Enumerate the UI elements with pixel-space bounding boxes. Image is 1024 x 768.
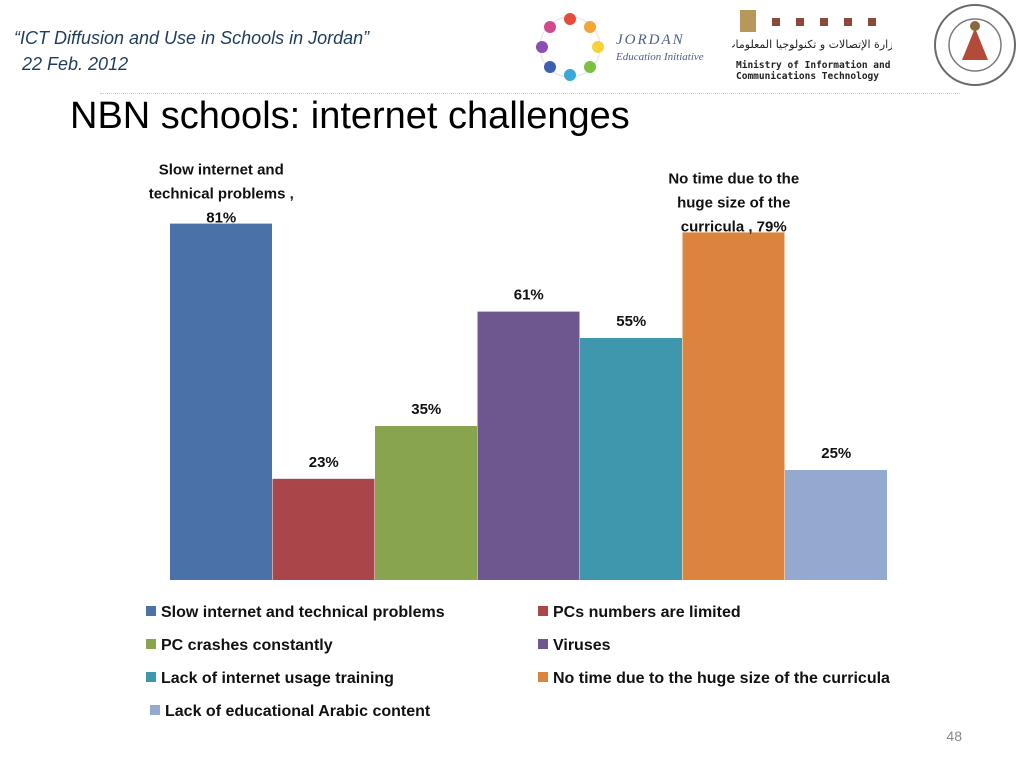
ministry-english-name-2: Communications Technology bbox=[736, 71, 879, 82]
data-label-3: 61% bbox=[514, 287, 544, 304]
bar-1 bbox=[272, 478, 375, 580]
bar-2 bbox=[375, 426, 477, 580]
slide-title: NBN schools: internet challenges bbox=[70, 95, 630, 137]
bar-3 bbox=[477, 311, 580, 580]
legend-swatch bbox=[146, 672, 156, 682]
data-label-4: 55% bbox=[616, 313, 646, 330]
data-label-5: No time due to the huge size of the curric… bbox=[668, 170, 799, 235]
legend-item-pc-crashes: PC crashes constantly bbox=[146, 637, 333, 655]
legend-swatch bbox=[538, 606, 548, 616]
legend-item-arabic-content: Lack of educational Arabic content bbox=[150, 703, 430, 721]
data-label-2: 35% bbox=[411, 401, 441, 418]
legend-item-viruses: Viruses bbox=[538, 637, 611, 655]
ministry-logo: وزارة الإتصالات و تكنولوجيا المعلومات Mi… bbox=[732, 10, 892, 82]
ministry-english-name-1: Ministry of Information and bbox=[736, 60, 891, 71]
data-label-0: Slow internet and technical problems , 81% bbox=[149, 162, 294, 227]
legend-label: Lack of internet usage training bbox=[161, 670, 394, 687]
presentation-title: “ICT Diffusion and Use in Schools in Jor… bbox=[14, 28, 370, 48]
legend-item-no-time: No time due to the huge size of the curr… bbox=[538, 670, 890, 688]
legend-label: Viruses bbox=[553, 637, 611, 654]
legend-label: Slow internet and technical problems bbox=[161, 604, 445, 621]
bar-6 bbox=[785, 470, 887, 580]
legend-label: Lack of educational Arabic content bbox=[165, 703, 431, 720]
legend-label: PC crashes constantly bbox=[161, 637, 333, 654]
legend-swatch bbox=[146, 606, 156, 616]
jei-logo-text-2: Education Initiative bbox=[615, 51, 704, 63]
slide-number: 48 bbox=[946, 728, 962, 744]
jordan-education-initiative-logo: JORDAN Education Initiative bbox=[536, 13, 704, 81]
presentation-date: 22 Feb. 2012 bbox=[22, 54, 129, 74]
legend-item-slow-internet: Slow internet and technical problems bbox=[146, 604, 445, 622]
bar-4 bbox=[580, 338, 682, 580]
legend-item-pcs-limited: PCs numbers are limited bbox=[538, 604, 741, 622]
legend-label: PCs numbers are limited bbox=[553, 604, 741, 621]
legend-swatch bbox=[538, 672, 548, 682]
bar-0 bbox=[170, 223, 272, 580]
legend-item-lack-training: Lack of internet usage training bbox=[146, 670, 394, 688]
header-divider bbox=[100, 93, 960, 94]
data-label-6: 25% bbox=[821, 445, 851, 462]
jei-logo-text-1: JORDAN bbox=[616, 32, 685, 48]
legend-swatch bbox=[150, 705, 160, 715]
legend-swatch bbox=[538, 639, 548, 649]
legend-swatch bbox=[146, 639, 156, 649]
bar-5 bbox=[682, 232, 785, 580]
ministry-arabic-name: وزارة الإتصالات و تكنولوجيا المعلومات bbox=[732, 38, 892, 51]
ministry-of-education-seal bbox=[934, 4, 1016, 86]
data-label-1: 23% bbox=[309, 454, 339, 471]
legend-label: No time due to the huge size of the curr… bbox=[553, 670, 890, 687]
